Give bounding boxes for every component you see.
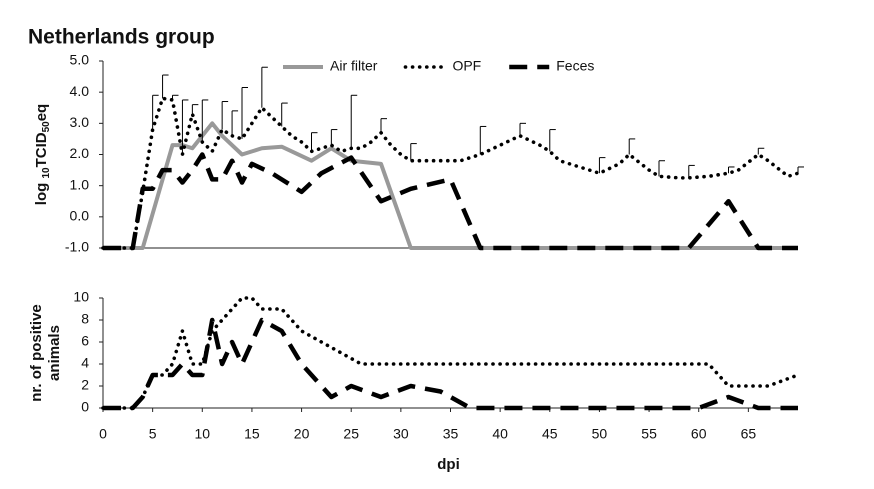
error-bar (172, 94, 179, 100)
error-bar (330, 129, 338, 146)
error-bar (162, 74, 169, 99)
error-bar (350, 94, 358, 149)
chart-title: Netherlands group (28, 26, 215, 49)
y-tick-label: 0.0 (70, 208, 90, 224)
y-tick-label: 3.0 (70, 114, 90, 130)
series-line (101, 96, 800, 250)
error-bar (181, 99, 189, 155)
error-bar (311, 132, 318, 152)
error-bar (628, 138, 636, 155)
legend-label: OPF (452, 58, 481, 74)
y-axis-label-part: log (33, 179, 50, 206)
error-bar (191, 104, 199, 114)
x-tick-label: 0 (99, 426, 107, 442)
error-bar (757, 147, 765, 155)
x-axis-label: dpi (437, 456, 460, 473)
error-bar (658, 160, 665, 177)
y-tick-label: 0 (81, 399, 89, 415)
y-tick-label: 4.0 (70, 83, 90, 99)
y-tick-label: 2 (81, 377, 89, 393)
y-axis-label-part: TCID (33, 132, 50, 167)
y-tick-label: 1.0 (70, 176, 90, 192)
series-line (103, 317, 798, 411)
y-axis-label: animals (46, 325, 63, 381)
x-tick-label: 35 (443, 426, 459, 442)
legend-label: Air filter (330, 58, 378, 74)
error-bar (519, 122, 526, 136)
y-axis-label-part: eq (33, 104, 50, 122)
x-tick-label: 40 (492, 426, 508, 442)
x-tick-label: 5 (149, 426, 157, 442)
y-tick-label: 6 (81, 333, 89, 349)
y-tick-label: 10 (73, 289, 89, 305)
series-line (103, 121, 798, 250)
error-bar (549, 129, 556, 152)
y-tick-label: 5.0 (70, 52, 90, 68)
y-tick-label: 4 (81, 355, 89, 371)
error-bar (688, 164, 695, 178)
error-bar (598, 157, 606, 174)
error-bar (261, 66, 268, 108)
x-tick-label: 30 (393, 426, 409, 442)
x-tick-label: 55 (641, 426, 657, 442)
error-bar (380, 118, 387, 133)
error-bar (221, 101, 229, 130)
x-tick-label: 10 (194, 426, 210, 442)
y-axis-label: nr. of positive (28, 304, 45, 402)
error-bar (231, 110, 239, 136)
error-bar (281, 102, 288, 127)
y-tick-label: 2.0 (70, 145, 90, 161)
x-tick-label: 20 (294, 426, 310, 442)
error-bar (201, 99, 209, 143)
error-bar (479, 125, 487, 155)
error-bar (241, 86, 248, 139)
y-axis-label-part: 50 (41, 121, 52, 133)
error-bar (410, 143, 417, 161)
series-line (103, 152, 798, 251)
x-tick-label: 45 (542, 426, 558, 442)
x-tick-label: 15 (244, 426, 260, 442)
error-bar (152, 94, 159, 130)
legend-label: Feces (556, 58, 594, 74)
y-axis-label-part: 10 (41, 167, 52, 179)
x-tick-label: 60 (691, 426, 707, 442)
error-bar (728, 166, 735, 174)
y-tick-label: -1.0 (65, 239, 89, 255)
x-tick-label: 50 (592, 426, 608, 442)
x-tick-label: 65 (741, 426, 757, 442)
y-tick-label: 8 (81, 311, 89, 327)
error-bar (797, 166, 804, 174)
x-tick-label: 25 (343, 426, 359, 442)
y-axis-label: log 10TCID50eq (33, 104, 52, 205)
